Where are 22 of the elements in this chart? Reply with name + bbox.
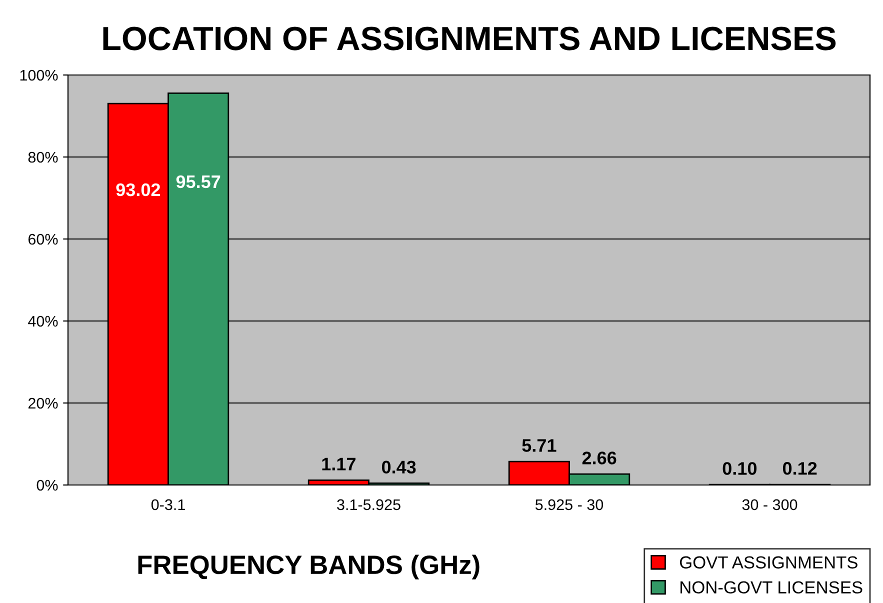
- chart-title: LOCATION OF ASSIGNMENTS AND LICENSES: [103, 26, 836, 50]
- legend-label: GOVT ASSIGNMENTS: [680, 556, 858, 569]
- y-tick-label: 60%: [28, 234, 58, 245]
- data-label: 2.66: [582, 452, 616, 464]
- y-tick-label: 100%: [20, 70, 58, 81]
- data-label: 93.02: [116, 183, 160, 196]
- y-tick-label: 80%: [28, 152, 58, 163]
- data-label: 0.12: [782, 462, 817, 475]
- x-tick-label: 5.925 - 30: [535, 499, 604, 510]
- data-label: 0.10: [722, 462, 757, 475]
- data-label: 0.43: [382, 460, 416, 474]
- x-tick-label: 30 - 300: [742, 499, 798, 510]
- y-tick-label: 40%: [28, 316, 58, 327]
- legend-label: NON-GOVT LICENSES: [680, 581, 862, 594]
- y-tick-label: 20%: [28, 398, 58, 409]
- data-label: 5.71: [522, 439, 556, 452]
- data-label: 1.17: [322, 458, 356, 470]
- x-tick-label: 0-3.1: [151, 499, 185, 510]
- x-axis-title: FREQUENCY BANDS (GHz): [138, 554, 480, 580]
- x-tick-label: 3.1-5.925: [337, 499, 400, 510]
- y-tick-label: 0%: [36, 480, 58, 491]
- data-label: 95.57: [176, 175, 220, 188]
